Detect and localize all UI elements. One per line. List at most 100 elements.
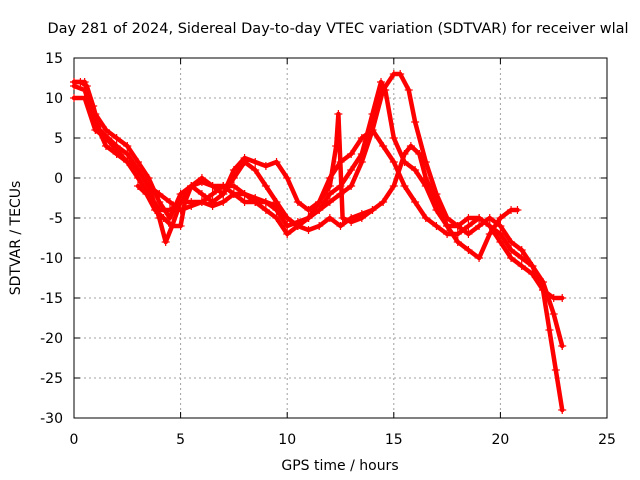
data-point xyxy=(528,262,537,270)
data-point xyxy=(432,206,441,214)
data-point xyxy=(101,134,110,142)
data-point xyxy=(485,214,494,222)
series-line xyxy=(71,83,565,413)
data-point xyxy=(315,222,324,230)
data-point xyxy=(187,202,196,210)
data-point xyxy=(91,110,100,118)
x-tick-label: 20 xyxy=(491,432,509,448)
data-point xyxy=(283,174,292,182)
data-point xyxy=(464,222,473,230)
data-point xyxy=(400,158,409,166)
data-point xyxy=(159,214,168,222)
data-point xyxy=(240,190,249,198)
data-point xyxy=(347,150,356,158)
y-tick-label: 10 xyxy=(45,91,63,107)
y-tick-label: 15 xyxy=(45,51,63,67)
y-tick-label: 0 xyxy=(54,171,63,187)
data-point xyxy=(558,294,567,302)
data-point xyxy=(261,162,270,170)
data-point xyxy=(112,134,121,142)
data-point xyxy=(197,190,206,198)
data-point xyxy=(315,206,324,214)
data-point xyxy=(240,154,249,162)
data-point xyxy=(208,198,217,206)
data-point xyxy=(133,158,142,166)
data-point xyxy=(197,178,206,186)
data-point xyxy=(229,182,238,190)
y-tick-labels: -30 -25 -20 -15 -10 -5 0 5 10 15 xyxy=(40,51,63,427)
data-point xyxy=(406,142,415,150)
data-point xyxy=(168,222,177,230)
x-tick-label: 10 xyxy=(278,432,296,448)
data-point xyxy=(336,182,345,190)
data-point xyxy=(411,166,420,174)
data-point xyxy=(123,158,132,166)
data-point xyxy=(208,182,217,190)
data-point xyxy=(379,142,388,150)
data-point xyxy=(219,198,228,206)
plot-frame xyxy=(73,57,608,419)
data-point xyxy=(123,142,132,150)
data-point xyxy=(272,202,281,210)
data-point xyxy=(80,94,89,102)
data-point xyxy=(187,182,196,190)
data-point xyxy=(142,190,151,198)
data-point xyxy=(165,198,174,206)
x-tick-label: 25 xyxy=(598,432,616,448)
data-point xyxy=(379,198,388,206)
data-point xyxy=(283,222,292,230)
data-point xyxy=(357,210,366,218)
x-tick-labels: 0 5 10 15 20 25 xyxy=(70,432,616,448)
data-point xyxy=(304,214,313,222)
data-point xyxy=(133,182,142,190)
data-point xyxy=(517,254,526,262)
data-point xyxy=(151,206,160,214)
data-point xyxy=(396,70,405,78)
x-axis-label: GPS time / hours xyxy=(281,458,398,474)
data-point xyxy=(549,294,558,302)
series-track-5 xyxy=(133,178,377,234)
data-point xyxy=(558,342,567,350)
data-point xyxy=(475,254,484,262)
data-point xyxy=(219,182,228,190)
data-point xyxy=(368,110,377,118)
data-point xyxy=(283,230,292,238)
axis-ticks xyxy=(73,57,608,419)
data-point xyxy=(304,206,313,214)
data-point xyxy=(381,86,390,94)
data-point xyxy=(155,198,164,206)
data-point xyxy=(389,134,398,142)
data-point xyxy=(332,142,341,150)
data-point xyxy=(528,270,537,278)
y-tick-label: -25 xyxy=(40,371,63,387)
x-tick-label: 0 xyxy=(70,432,79,448)
y-tick-label: 5 xyxy=(54,131,63,147)
data-point xyxy=(101,126,110,134)
data-point xyxy=(161,238,170,246)
data-point xyxy=(208,190,217,198)
y-axis-label: SDTVAR / TECUs xyxy=(8,181,24,296)
data-point xyxy=(443,222,452,230)
data-point xyxy=(325,214,334,222)
data-point xyxy=(180,198,189,206)
data-point xyxy=(261,198,270,206)
data-point xyxy=(336,222,345,230)
data-point xyxy=(70,78,78,86)
data-point xyxy=(229,166,238,174)
y-tick-label: -5 xyxy=(49,211,63,227)
data-point xyxy=(551,366,560,374)
data-point xyxy=(411,198,420,206)
data-point xyxy=(293,222,302,230)
data-point xyxy=(558,406,567,414)
data-point xyxy=(464,246,473,254)
data-point xyxy=(453,238,462,246)
data-point xyxy=(176,190,185,198)
series-track-2 xyxy=(70,82,567,414)
data-point xyxy=(325,190,334,198)
data-point xyxy=(507,254,516,262)
data-point xyxy=(144,182,153,190)
y-tick-label: -15 xyxy=(40,291,63,307)
data-point xyxy=(389,158,398,166)
data-point xyxy=(411,118,420,126)
data-point xyxy=(325,182,334,190)
